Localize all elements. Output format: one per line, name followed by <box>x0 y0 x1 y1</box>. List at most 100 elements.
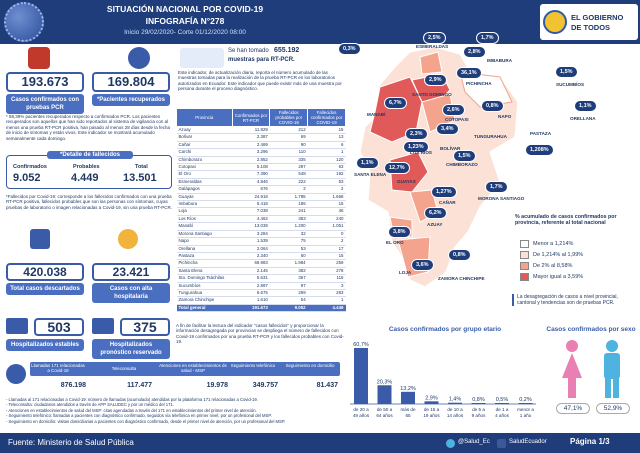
map-label: NAPO <box>498 114 512 119</box>
map-bubble: 1,23% <box>403 141 429 153</box>
calls-note: - Seguimiento telefónico: llamadas a pac… <box>6 413 272 419</box>
hospital-reserved-value: 375 <box>120 318 170 336</box>
age-category-label: 9 años <box>472 413 486 418</box>
table-cell: Cañar <box>176 141 233 150</box>
table-total-row: Total general 191.673 9.052 4.449 <box>176 304 346 313</box>
logo-line1: EL GOBIERNO <box>571 13 624 22</box>
age-bar <box>354 347 368 404</box>
twitter-handle[interactable]: @Salud_Ec <box>458 439 490 445</box>
age-bar-label: 20,3% <box>377 379 393 385</box>
table-cell: Esmeraldas <box>176 178 233 187</box>
table-cell: 53 <box>307 178 346 187</box>
table-cell: 7.390 <box>232 170 270 179</box>
map-label: CAÑAR <box>439 200 456 205</box>
table-cell: 1.785 <box>269 193 308 202</box>
map-bubble: 3,4% <box>436 123 459 135</box>
male-head-icon <box>606 340 618 352</box>
map-region-cotopaxi <box>421 93 456 133</box>
col-province: Provincia <box>176 108 233 127</box>
logo-line2: DE TODOS <box>571 23 611 32</box>
map-label: CHIMBORAZO <box>446 162 478 167</box>
table-cell: 676 <box>232 185 270 194</box>
table-cell: 2.340 <box>232 252 270 261</box>
table-cell: Los Ríos <box>176 215 233 224</box>
table-cell: Guayas <box>176 193 233 202</box>
samples-value: 655.192 <box>274 47 300 54</box>
age-category-label: 65 <box>405 413 411 418</box>
map-bubble: 1,5% <box>555 66 578 78</box>
map-bubble: 1,7% <box>476 32 499 44</box>
map-label: PICHINCHA <box>466 81 492 86</box>
table-cell: Pichincha <box>176 259 233 268</box>
hospital-bed-icon <box>6 318 28 334</box>
table-cell: Cotopaxi <box>176 163 233 172</box>
table-row: Manabí 13.039 1.200 1.051 <box>176 222 346 231</box>
calls-note: - Llamadas al 171 relacionadas a Covid-1… <box>6 397 258 402</box>
age-category-label: de 15 a <box>424 407 440 412</box>
calls-header: Teleconsulta <box>111 366 137 371</box>
table-cell: 2.469 <box>232 141 270 150</box>
table-cell: 90 <box>269 141 308 150</box>
calls-value: 81.437 <box>316 382 338 389</box>
map-label: EL ORO <box>386 240 404 245</box>
table-cell: 54 <box>269 296 308 305</box>
facebook-handle[interactable]: SaludEcuador <box>509 439 547 445</box>
twitter-icon[interactable] <box>446 439 455 448</box>
table-cell: 297 <box>269 163 308 172</box>
age-category-label: 14 años <box>447 413 464 418</box>
table-cell: 2 <box>307 237 346 246</box>
map-bubble: 12,7% <box>384 162 410 174</box>
map-label: ORELLANA <box>570 116 596 121</box>
age-category-label: de 20 a <box>353 407 369 412</box>
table-cell: Loja <box>176 207 233 216</box>
map-bubble: 1,5% <box>453 150 476 162</box>
map-bubble: 1,27% <box>431 186 457 198</box>
table-row: Los Ríos 4.462 353 240 <box>176 215 346 224</box>
map-label: MORONA SANTIAGO <box>478 196 525 201</box>
table-cell: 5.631 <box>232 274 270 283</box>
table-cell: 192 <box>307 170 346 179</box>
table-cell: Santa Elena <box>176 267 233 276</box>
map-bubble: 2,3% <box>405 128 428 140</box>
deaths-total-value: 13.501 <box>123 172 157 184</box>
table-cell: 3 <box>307 282 346 290</box>
legend-swatch <box>520 272 529 281</box>
header-bar: SITUACIÓN NACIONAL POR COVID-19 INFOGRAF… <box>0 0 640 44</box>
age-bar-label: 0,8% <box>472 397 485 403</box>
map-label: BOLÍVAR <box>440 146 461 151</box>
table-row: Cañar 2.469 90 6 <box>176 141 346 150</box>
table-row: Pichincha 69.983 1.984 259 <box>176 259 346 268</box>
map-note: La desagregación de casos a nivel provin… <box>512 294 636 306</box>
confirmed-label: Casos confirmados con pruebas PCR <box>6 94 84 114</box>
table-cell: 1.610 <box>232 296 270 305</box>
deaths-title: *Detalle de fallecidos <box>47 151 133 159</box>
table-cell: 241 <box>269 207 308 216</box>
legend-item: Menor a 1,214% <box>520 238 630 249</box>
age-bar <box>518 403 533 404</box>
table-row: Napo 1.539 75 2 <box>176 237 346 246</box>
table-row: Orellana 2.064 53 17 <box>176 245 346 253</box>
table-cell: 283 <box>307 289 346 298</box>
samples-note: Este indicador, de actualización diaria,… <box>178 70 342 92</box>
table-cell: 1 <box>307 296 346 305</box>
female-percent: 47,1% <box>556 403 590 414</box>
page-title: SITUACIÓN NACIONAL POR COVID-19 <box>106 4 264 14</box>
table-row: Chimborazo 2.852 335 120 <box>176 156 346 165</box>
hospital-stable-label: Hospitalizados estables <box>6 339 84 351</box>
legend-swatch <box>520 250 529 259</box>
sex-chart-title: Casos confirmados por sexo <box>546 326 636 333</box>
facebook-icon[interactable] <box>497 439 506 448</box>
legend-label: Mayor igual a 3,59% <box>533 273 584 280</box>
age-category-label: menor a <box>517 407 534 412</box>
col-confirmed: Confirmados por RT-PCR <box>231 108 271 127</box>
age-category-label: de 10 a <box>447 407 463 412</box>
table-cell: 53 <box>269 245 308 253</box>
table-cell: 259 <box>307 259 346 268</box>
age-bar <box>495 403 509 404</box>
table-cell: 32 <box>269 230 308 239</box>
table-cell: 2.852 <box>232 156 270 165</box>
table-cell: 1.984 <box>269 259 308 268</box>
hospital-reserved-label: Hospitalizados pronóstico reservado <box>92 339 170 359</box>
map-bubble: 36,1% <box>456 67 482 79</box>
age-category-label: 49 años <box>353 413 370 418</box>
